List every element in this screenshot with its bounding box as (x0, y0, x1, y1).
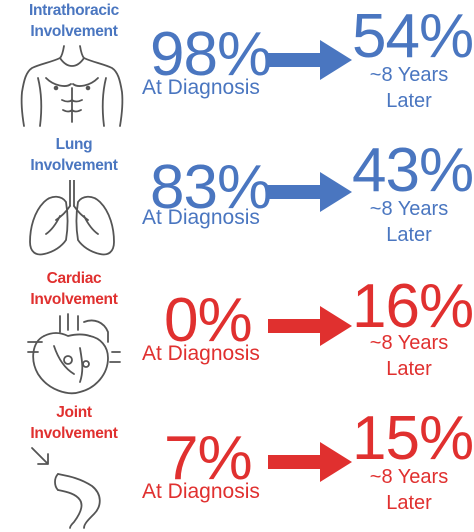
row-label-line: Joint (56, 404, 92, 421)
row-label-line: Involvement (30, 425, 118, 442)
after-caption: ~8 Years Later (344, 330, 474, 382)
before-percentage: 0% (164, 286, 253, 355)
after-percentage: 15% (352, 404, 474, 473)
row-label-line: Cardiac (46, 270, 102, 287)
row-cardiac: Cardiac Involvement 0% At Diagnosis 16% … (0, 266, 474, 398)
after-caption-line: Later (386, 358, 432, 380)
before-caption: At Diagnosis (142, 342, 260, 365)
row-label-line: Lung (55, 136, 93, 153)
row-label-line: Involvement (30, 291, 118, 308)
after-percentage: 16% (352, 272, 474, 341)
row-intrathoracic: Intrathoracic Involvement 98% At Diagnos… (0, 0, 474, 132)
before-caption: At Diagnosis (142, 480, 260, 503)
arrow-right-icon (268, 172, 352, 212)
row-label-line: Involvement (30, 157, 118, 174)
row-label: Joint Involvement (0, 402, 148, 444)
heart-icon (27, 313, 121, 395)
knee-icon (31, 447, 101, 529)
after-caption-line: Later (386, 224, 432, 246)
after-caption: ~8 Years Later (344, 196, 474, 248)
arrow-right-icon (268, 442, 352, 482)
before-percentage: 7% (164, 424, 253, 493)
after-caption: ~8 Years Later (344, 62, 474, 114)
before-caption: At Diagnosis (142, 76, 260, 99)
after-percentage: 43% (352, 136, 474, 205)
row-label-line: Intrathoracic (29, 2, 119, 19)
before-caption: At Diagnosis (142, 206, 260, 229)
arrow-right-icon (268, 40, 352, 80)
row-joint: Joint Involvement 7% At Diagnosis 15% ~8… (0, 400, 474, 532)
after-caption-line: Later (386, 90, 432, 112)
before-percentage: 83% (150, 153, 272, 222)
lungs-icon (29, 180, 115, 256)
after-caption-line: ~8 Years (369, 198, 449, 220)
after-caption-line: ~8 Years (369, 466, 449, 488)
torso-icon (20, 45, 124, 127)
before-percentage: 98% (150, 20, 272, 89)
row-label: Intrathoracic Involvement (0, 0, 148, 42)
arrow-right-icon (268, 306, 352, 346)
after-caption: ~8 Years Later (344, 464, 474, 516)
row-label-line: Involvement (30, 23, 118, 40)
row-label: Cardiac Involvement (0, 268, 148, 310)
row-lung: Lung Involvement 83% At Diagnosis 43% ~8… (0, 132, 474, 264)
after-percentage: 54% (352, 2, 474, 71)
after-caption-line: ~8 Years (369, 64, 449, 86)
row-label: Lung Involvement (0, 134, 148, 176)
after-caption-line: Later (386, 492, 432, 514)
after-caption-line: ~8 Years (369, 332, 449, 354)
